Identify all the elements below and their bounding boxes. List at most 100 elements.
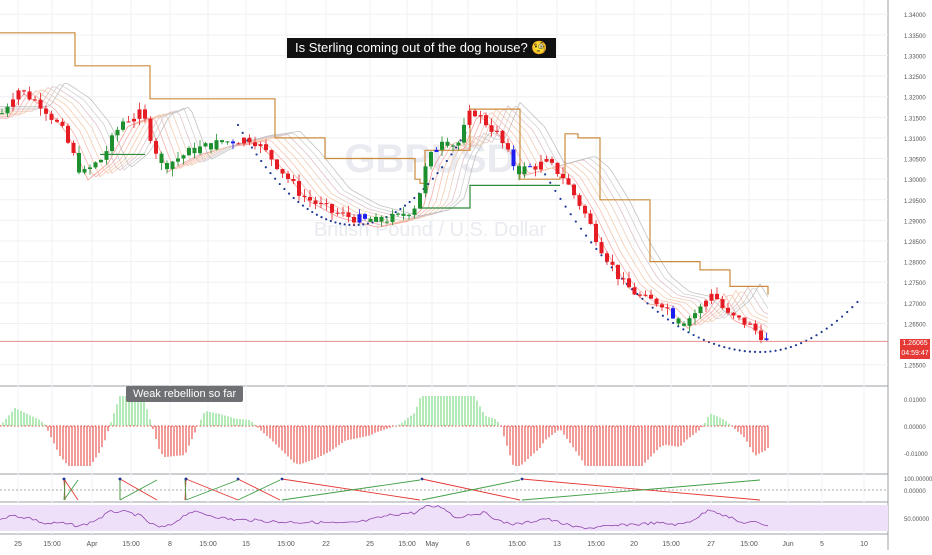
candle-body (682, 323, 686, 326)
arc-dot (590, 241, 593, 244)
oscillator-green (184, 479, 187, 501)
candle (214, 133, 219, 151)
candle (572, 183, 576, 199)
candle (280, 168, 285, 179)
candle (38, 92, 43, 116)
histogram-series (2, 396, 769, 466)
candle (715, 287, 719, 300)
candle-body (748, 323, 752, 325)
price-tick-label: 1.29500 (904, 199, 926, 205)
price-tick-label: 1.28500 (904, 240, 926, 246)
candle-body (511, 149, 516, 167)
candle-body (451, 145, 455, 147)
candle-body (66, 125, 70, 143)
arc-dot (329, 219, 332, 223)
candle-body (621, 278, 626, 280)
candle (528, 163, 532, 168)
candle (258, 141, 263, 153)
arc-dot (549, 181, 552, 184)
arc-dot (454, 146, 458, 149)
arc-dot (334, 221, 337, 224)
candle (473, 109, 477, 118)
watermark-name: British Pound / U.S. Dollar (314, 219, 547, 241)
oscillator-red (421, 478, 521, 501)
arc-dot (692, 333, 695, 337)
candle-body (418, 193, 422, 209)
candle (82, 165, 87, 175)
candle (753, 320, 758, 335)
candle (33, 95, 37, 102)
candle (220, 139, 224, 145)
candle-body (247, 137, 252, 143)
candle-body (38, 99, 43, 109)
rsi-tick-label: 50.00000 (904, 517, 930, 523)
ma-line (0, 86, 769, 323)
channel-step-line (0, 32, 769, 295)
candle-body (478, 115, 483, 117)
arc-dot (459, 139, 462, 142)
oscillator-red (521, 478, 761, 501)
time-tick-label: May (425, 541, 439, 548)
candle (632, 282, 637, 295)
arc-dot (579, 227, 583, 230)
candle-body (275, 159, 279, 170)
time-tick-label: 8 (168, 541, 172, 548)
candle (253, 136, 257, 150)
candle (335, 207, 340, 216)
candle-body (132, 118, 136, 122)
candle (467, 104, 472, 128)
candle-body (517, 166, 521, 175)
candle-body (77, 152, 81, 173)
oscillator-marker (62, 477, 66, 481)
candle-body (544, 159, 549, 162)
time-tick-label: 15:00 (587, 541, 605, 548)
arc-dot (759, 350, 762, 354)
candle (242, 137, 246, 147)
arc-dot (595, 247, 598, 251)
candle-body (231, 141, 235, 144)
candle-body (687, 318, 692, 326)
candle-body (203, 143, 208, 147)
candle-body (82, 169, 87, 173)
candle-body (665, 307, 670, 309)
rounding-bottom-arc-2 (538, 164, 859, 354)
candle-body (396, 213, 400, 215)
candle-body (181, 155, 186, 159)
oscillator-green (281, 479, 421, 501)
chart-title-banner: Is Sterling coming out of the dog house?… (287, 38, 556, 58)
candle-body (671, 308, 675, 319)
candle (269, 149, 274, 167)
candle (313, 196, 318, 210)
candle-body (165, 163, 169, 170)
candle-body (720, 299, 725, 308)
arc-dot (292, 196, 295, 200)
candle (231, 139, 235, 150)
candle-body (550, 159, 554, 163)
arc-dot (241, 131, 244, 134)
candle (341, 206, 345, 217)
arc-dot (672, 321, 675, 325)
time-tick-label: 10 (860, 541, 868, 548)
candle-body (456, 142, 461, 146)
price-tick-label: 1.33000 (904, 54, 926, 60)
candle-body (170, 161, 175, 170)
candle-body (566, 178, 571, 185)
candle (649, 289, 653, 299)
candle-body (583, 205, 587, 214)
oscillator-marker (184, 477, 188, 481)
candle-body (137, 109, 142, 119)
candle (148, 116, 153, 144)
candle (588, 209, 593, 225)
candle-body (269, 150, 274, 160)
candle-body (363, 214, 367, 219)
candle (577, 193, 582, 210)
candle-body (429, 151, 433, 167)
candle (390, 209, 395, 226)
candle-body (753, 323, 758, 331)
candle-body (495, 130, 499, 132)
histogram-tick-label: -0.01000 (904, 452, 928, 458)
candle-body (192, 147, 197, 154)
arc-dot (408, 200, 411, 204)
